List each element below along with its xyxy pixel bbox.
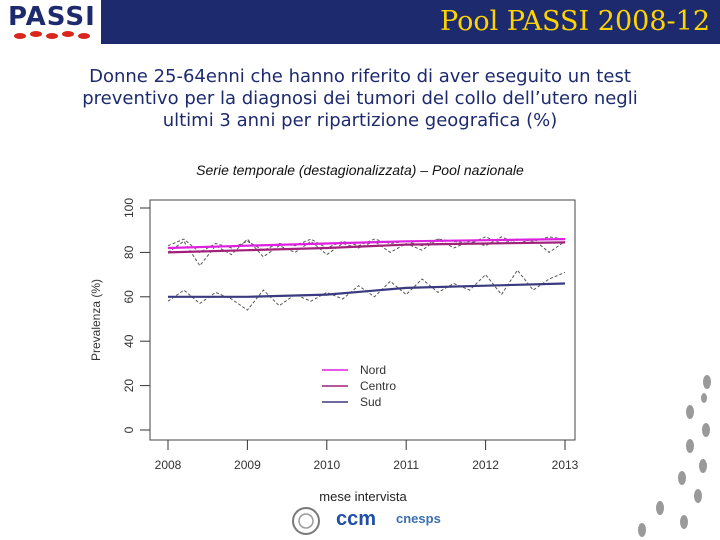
page-title: Pool PASSI 2008-12: [440, 6, 710, 37]
y-tick-label: 20: [122, 379, 136, 393]
x-tick-label: 2012: [472, 458, 499, 472]
header-bar: Pool PASSI 2008-12: [104, 0, 720, 44]
y-tick-label: 80: [122, 245, 136, 259]
series-trend-nord: [167, 238, 566, 250]
ccm-logo: ccm: [336, 508, 377, 530]
x-axis-label: mese intervista: [319, 489, 407, 504]
y-tick-label: 40: [122, 334, 136, 348]
series-raw-centro: [167, 236, 566, 267]
series-trend-sud: [168, 282, 566, 298]
legend-label-sud: Sud: [360, 395, 381, 409]
y-tick-label: 60: [122, 290, 136, 304]
series-trend-centro: [167, 241, 566, 254]
slide-subtitle: Donne 25-64enni che hanno riferito di av…: [40, 66, 680, 132]
footprints-decoration-icon: [638, 375, 711, 537]
passi-footprints-icon: [14, 31, 90, 39]
chart-title: Serie temporale (destagionalizzata) – Po…: [196, 162, 524, 178]
passi-logo-text: PASSI: [8, 2, 96, 32]
y-axis-label: Prevalenza (%): [89, 279, 103, 361]
y-tick-label: 100: [122, 198, 136, 218]
subtitle-line-2: preventivo per la diagnosi dei tumori de…: [82, 88, 638, 109]
passi-logo: PASSI: [0, 0, 104, 44]
x-tick-label: 2008: [155, 458, 182, 472]
cnesps-logo: cnesps: [396, 511, 441, 526]
plot-frame: [149, 199, 576, 441]
x-tick-label: 2013: [552, 458, 579, 472]
legend-label-centro: Centro: [360, 379, 396, 393]
legend-label-nord: Nord: [360, 363, 386, 377]
x-tick-label: 2010: [313, 458, 340, 472]
subtitle-line-3: ultimi 3 anni per ripartizione geografic…: [162, 110, 558, 131]
footer-logos: ccm cnesps: [290, 505, 450, 537]
y-tick-label: 0: [122, 426, 136, 433]
subtitle-line-1: Donne 25-64enni che hanno riferito di av…: [89, 66, 631, 87]
ministry-seal-icon: [292, 507, 320, 535]
x-tick-label: 2011: [393, 458, 419, 472]
x-tick-label: 2009: [234, 458, 261, 472]
